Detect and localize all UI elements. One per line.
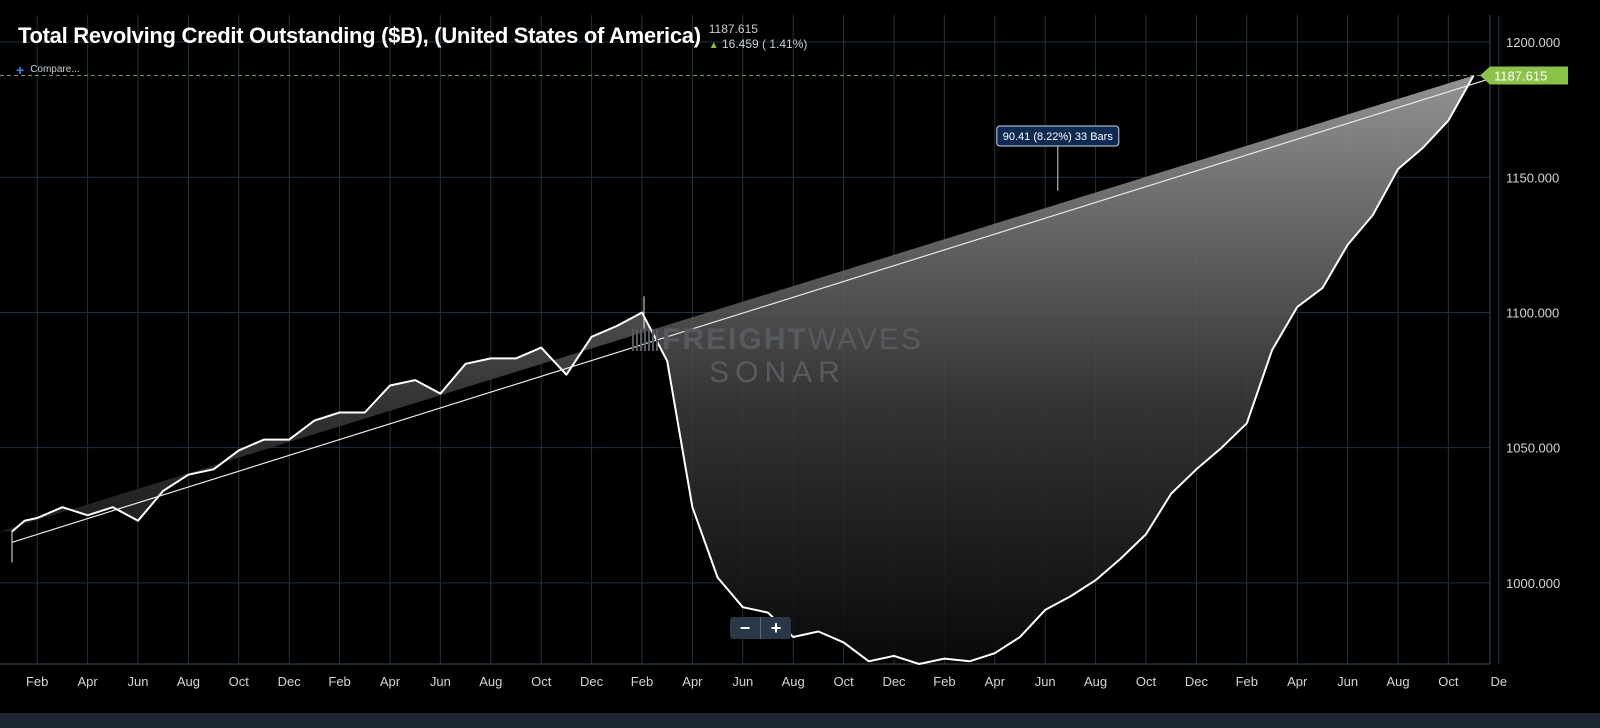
trendline[interactable] xyxy=(11,69,1517,543)
x-tick-label: De xyxy=(1490,674,1507,689)
last-value: 1187.615 xyxy=(708,22,758,36)
x-tick-label: Dec xyxy=(580,674,604,689)
x-tick-label: Oct xyxy=(229,674,250,689)
x-tick-label: Feb xyxy=(26,674,48,689)
plus-icon: + xyxy=(16,61,25,78)
quote-box: 1187.615 ▲ 16.459 ( 1.41%) xyxy=(709,22,808,53)
up-arrow-icon: ▲ xyxy=(708,40,719,51)
x-tick-label: Aug xyxy=(1386,674,1409,689)
y-tick-label: 1050.000 xyxy=(1506,441,1560,456)
x-tick-label: Apr xyxy=(380,674,401,689)
x-tick-label: Jun xyxy=(732,674,753,689)
x-tick-label: Oct xyxy=(1136,674,1157,689)
x-tick-label: Dec xyxy=(1185,674,1209,689)
y-tick-label: 1000.000 xyxy=(1506,576,1560,591)
x-tick-label: Feb xyxy=(631,674,653,689)
x-tick-label: Oct xyxy=(1438,674,1459,689)
x-tick-label: Jun xyxy=(128,674,149,689)
x-tick-label: Aug xyxy=(479,674,502,689)
chart-title: Total Revolving Credit Outstanding ($B),… xyxy=(18,23,701,48)
x-tick-label: Jun xyxy=(1035,674,1056,689)
x-tick-label: Feb xyxy=(1236,674,1258,689)
y-tick-label: 1200.000 xyxy=(1506,35,1560,50)
x-tick-label: Apr xyxy=(985,674,1006,689)
change-text: ▲ 16.459 ( 1.41%) xyxy=(708,37,808,51)
x-tick-label: Oct xyxy=(833,674,854,689)
series-line[interactable] xyxy=(11,75,1475,665)
x-tick-label: Apr xyxy=(682,674,703,689)
zoom-out-button[interactable]: − xyxy=(739,617,751,638)
compare-button[interactable]: + Compare... xyxy=(16,61,80,78)
x-tick-label: Aug xyxy=(1084,674,1107,689)
x-tick-label: Feb xyxy=(328,674,350,689)
x-tick-label: Apr xyxy=(1287,674,1308,689)
x-tick-label: Oct xyxy=(531,674,552,689)
y-tick-label: 1150.000 xyxy=(1506,170,1559,185)
chart-canvas[interactable]: 90.41 (8.22%) 33 Bars 1000.000 1050.000 110… xyxy=(0,0,1600,713)
chart-header: Total Revolving Credit Outstanding ($B),… xyxy=(18,22,807,53)
compare-label: Compare... xyxy=(30,64,80,75)
trendline-label: 90.41 (8.22%) 33 Bars xyxy=(1003,131,1114,143)
x-tick-label: Jun xyxy=(1337,674,1358,689)
series-area xyxy=(0,75,1474,664)
x-tick-label: Aug xyxy=(782,674,805,689)
x-tick-label: Dec xyxy=(882,674,906,689)
current-price-label: 1187.615 xyxy=(1494,69,1547,84)
x-tick-label: Aug xyxy=(177,674,200,689)
x-tick-label: Apr xyxy=(77,674,98,689)
trendline-label-box xyxy=(996,125,1120,147)
x-tick-label: Dec xyxy=(278,674,302,689)
zoom-control: − + xyxy=(730,617,791,639)
x-tick-label: Feb xyxy=(933,674,955,689)
zoom-in-button[interactable]: + xyxy=(760,617,791,639)
current-price-badge xyxy=(1480,66,1568,85)
x-tick-label: Jun xyxy=(430,674,451,689)
y-tick-label: 1100.000 xyxy=(1506,305,1559,320)
